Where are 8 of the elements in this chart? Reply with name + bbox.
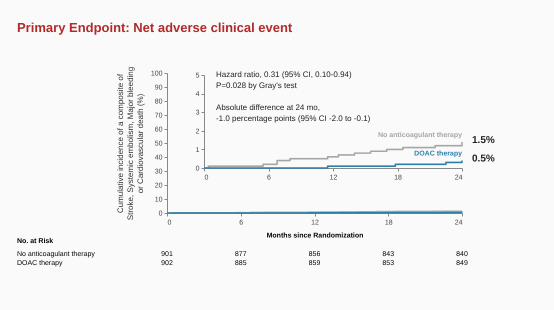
annotation: 1.5% xyxy=(472,135,495,146)
chart-title: Primary Endpoint: Net adverse clinical event xyxy=(17,20,293,35)
annotation: -1.0 percentage points (95% CI -2.0 to -0.1) xyxy=(216,114,371,123)
annotation: P=0.028 by Gray's test xyxy=(216,81,298,90)
annotation: Absolute difference at 24 mo, xyxy=(216,103,320,112)
annotation: 0.5% xyxy=(472,154,495,165)
y-axis-title: Cumulative incidence of a composite of Stroke, Systemic embolism, Major bleeding or Cardiovascular death (%) xyxy=(116,66,145,220)
annotation: Hazard ratio, 0.31 (95% CI, 0.10-0.94) xyxy=(216,70,352,79)
